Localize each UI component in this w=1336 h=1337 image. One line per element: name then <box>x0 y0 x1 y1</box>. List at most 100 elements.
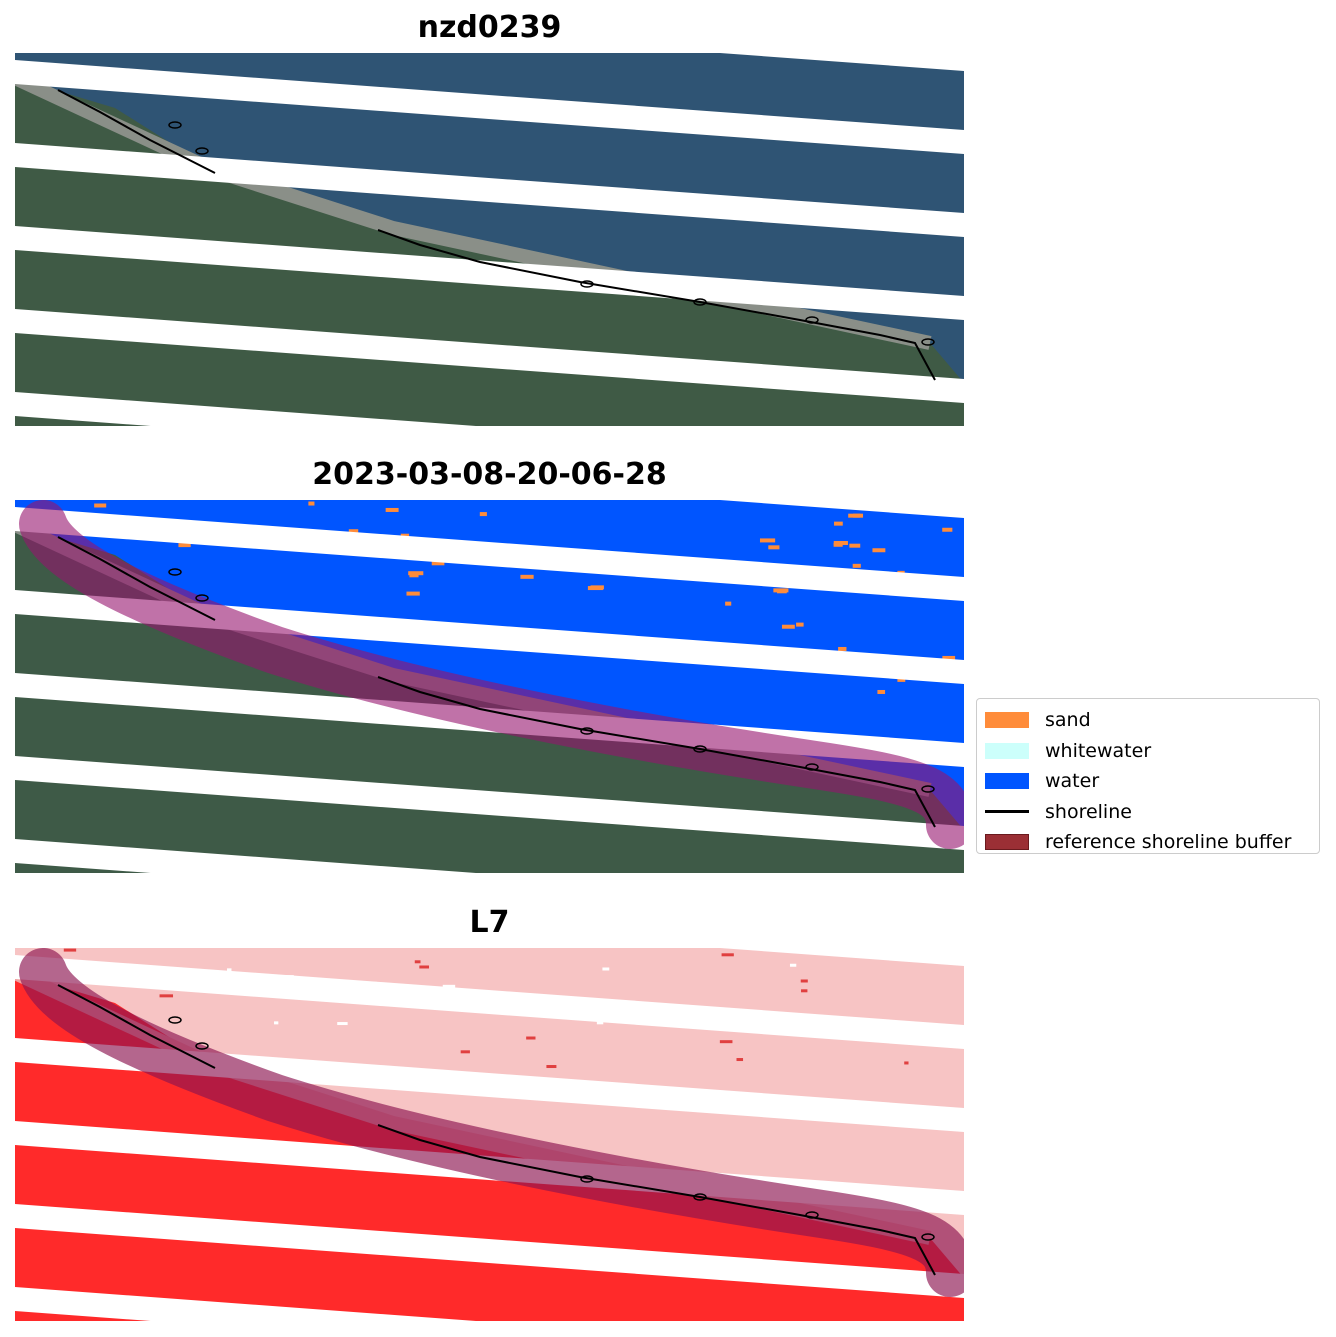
sand-swatch <box>985 712 1029 729</box>
sand-pixel <box>768 545 780 550</box>
sand-pixel <box>385 507 399 512</box>
panel-title-classification: 2023-03-08-20-06-28 <box>312 457 667 492</box>
no-data-stripe <box>15 1038 964 1132</box>
no-data-stripe <box>15 590 964 684</box>
shoreline <box>57 536 216 621</box>
sand-pixel <box>872 548 886 553</box>
index-texture <box>904 1061 909 1065</box>
sand-pixel <box>400 533 410 538</box>
index-texture <box>442 984 456 988</box>
index-texture <box>274 1021 279 1025</box>
no-data-stripe <box>720 500 964 518</box>
sand-pixel <box>94 503 107 508</box>
index-texture <box>159 994 174 998</box>
shoreline-contour <box>195 1042 209 1050</box>
reference-shoreline-buffer <box>19 500 964 849</box>
shoreline-contour <box>168 1016 182 1024</box>
no-data-stripe <box>15 756 964 850</box>
index-texture <box>526 1036 536 1040</box>
index-texture <box>63 948 77 952</box>
no-data-stripe <box>15 955 964 1049</box>
index-texture <box>227 968 232 972</box>
sand-pixel <box>942 655 956 660</box>
shoreline-contour <box>195 594 209 602</box>
sand-pixel <box>408 571 424 576</box>
sand-pixel <box>178 543 191 548</box>
sand-pixel <box>781 624 795 629</box>
index-texture <box>789 963 797 967</box>
shoreline-contour <box>168 568 182 576</box>
legend-item-water: water <box>985 766 1311 797</box>
sand-pixel <box>431 561 445 566</box>
sand-pixel <box>838 646 847 651</box>
shoreline-contour <box>693 745 707 753</box>
sand-pixel <box>942 527 953 532</box>
legend-label: reference shoreline buffer <box>1045 831 1292 854</box>
legend-item-buffer: reference shoreline buffer <box>985 827 1311 858</box>
shoreline-contour <box>805 1211 819 1219</box>
sand-pixel <box>833 542 843 547</box>
sand-pixel <box>852 563 861 568</box>
shoreline-contour <box>580 727 594 735</box>
sand-pixel <box>348 529 359 534</box>
sand-pixel <box>479 512 487 517</box>
no-data-stripe <box>15 1204 964 1298</box>
index-texture <box>801 989 808 993</box>
index-texture <box>414 960 421 964</box>
sand-pixel <box>308 501 315 506</box>
index-texture <box>546 1065 557 1069</box>
index-texture <box>719 1040 733 1044</box>
buffer-swatch <box>985 834 1029 851</box>
index-texture <box>419 965 430 969</box>
panel-title-index: L7 <box>469 905 510 940</box>
whitewater-swatch <box>985 742 1029 759</box>
index-texture <box>596 1021 604 1025</box>
legend-label: shoreline <box>1045 800 1132 823</box>
legend-item-sand: sand <box>985 705 1311 736</box>
sand-pixel <box>773 588 789 593</box>
sand-pixel <box>520 574 534 579</box>
legend-label: water <box>1045 770 1100 793</box>
sand-pixel <box>796 622 804 627</box>
sand-pixel <box>877 689 886 694</box>
no-data-stripe <box>15 309 964 403</box>
legend-item-whitewater: whitewater <box>985 736 1311 767</box>
sand-pixel <box>834 521 843 526</box>
sand-pixel <box>725 601 732 606</box>
no-data-stripe <box>720 53 964 71</box>
sand-pixel <box>759 538 776 543</box>
index-texture <box>736 1058 744 1062</box>
sand-pixel <box>849 543 861 548</box>
index-image-panel <box>15 948 964 1321</box>
no-data-stripe <box>15 60 964 154</box>
shoreline <box>377 229 936 381</box>
shoreline-contour <box>693 1193 707 1201</box>
water-swatch <box>985 773 1029 790</box>
shoreline-contour <box>693 298 707 306</box>
rgb-image-panel <box>15 53 964 426</box>
shoreline-contour <box>921 1233 935 1241</box>
no-data-stripe <box>15 143 964 237</box>
legend-item-shoreline: shoreline <box>985 797 1311 828</box>
legend-label: sand <box>1045 709 1091 732</box>
shoreline-contour <box>921 338 935 346</box>
sand-pixel <box>409 573 419 578</box>
legend: sand whitewater water shoreline referenc… <box>976 698 1320 854</box>
shoreline <box>377 1124 936 1276</box>
legend-label: whitewater <box>1045 739 1152 762</box>
shoreline-contour <box>195 147 209 155</box>
index-texture <box>800 979 808 983</box>
shoreline-contour <box>580 280 594 288</box>
index-texture <box>460 1050 470 1054</box>
shoreline-contour <box>805 316 819 324</box>
no-data-stripe <box>15 226 964 320</box>
sand-pixel <box>897 677 906 682</box>
shoreline <box>377 676 936 828</box>
reference-shoreline-buffer <box>19 948 964 1297</box>
classification-image-panel <box>15 500 964 873</box>
panel-title-rgb: nzd0239 <box>417 10 562 45</box>
shoreline-contour <box>805 763 819 771</box>
shoreline-contour <box>168 121 182 129</box>
sand-pixel <box>590 585 604 590</box>
shoreline <box>57 984 216 1069</box>
